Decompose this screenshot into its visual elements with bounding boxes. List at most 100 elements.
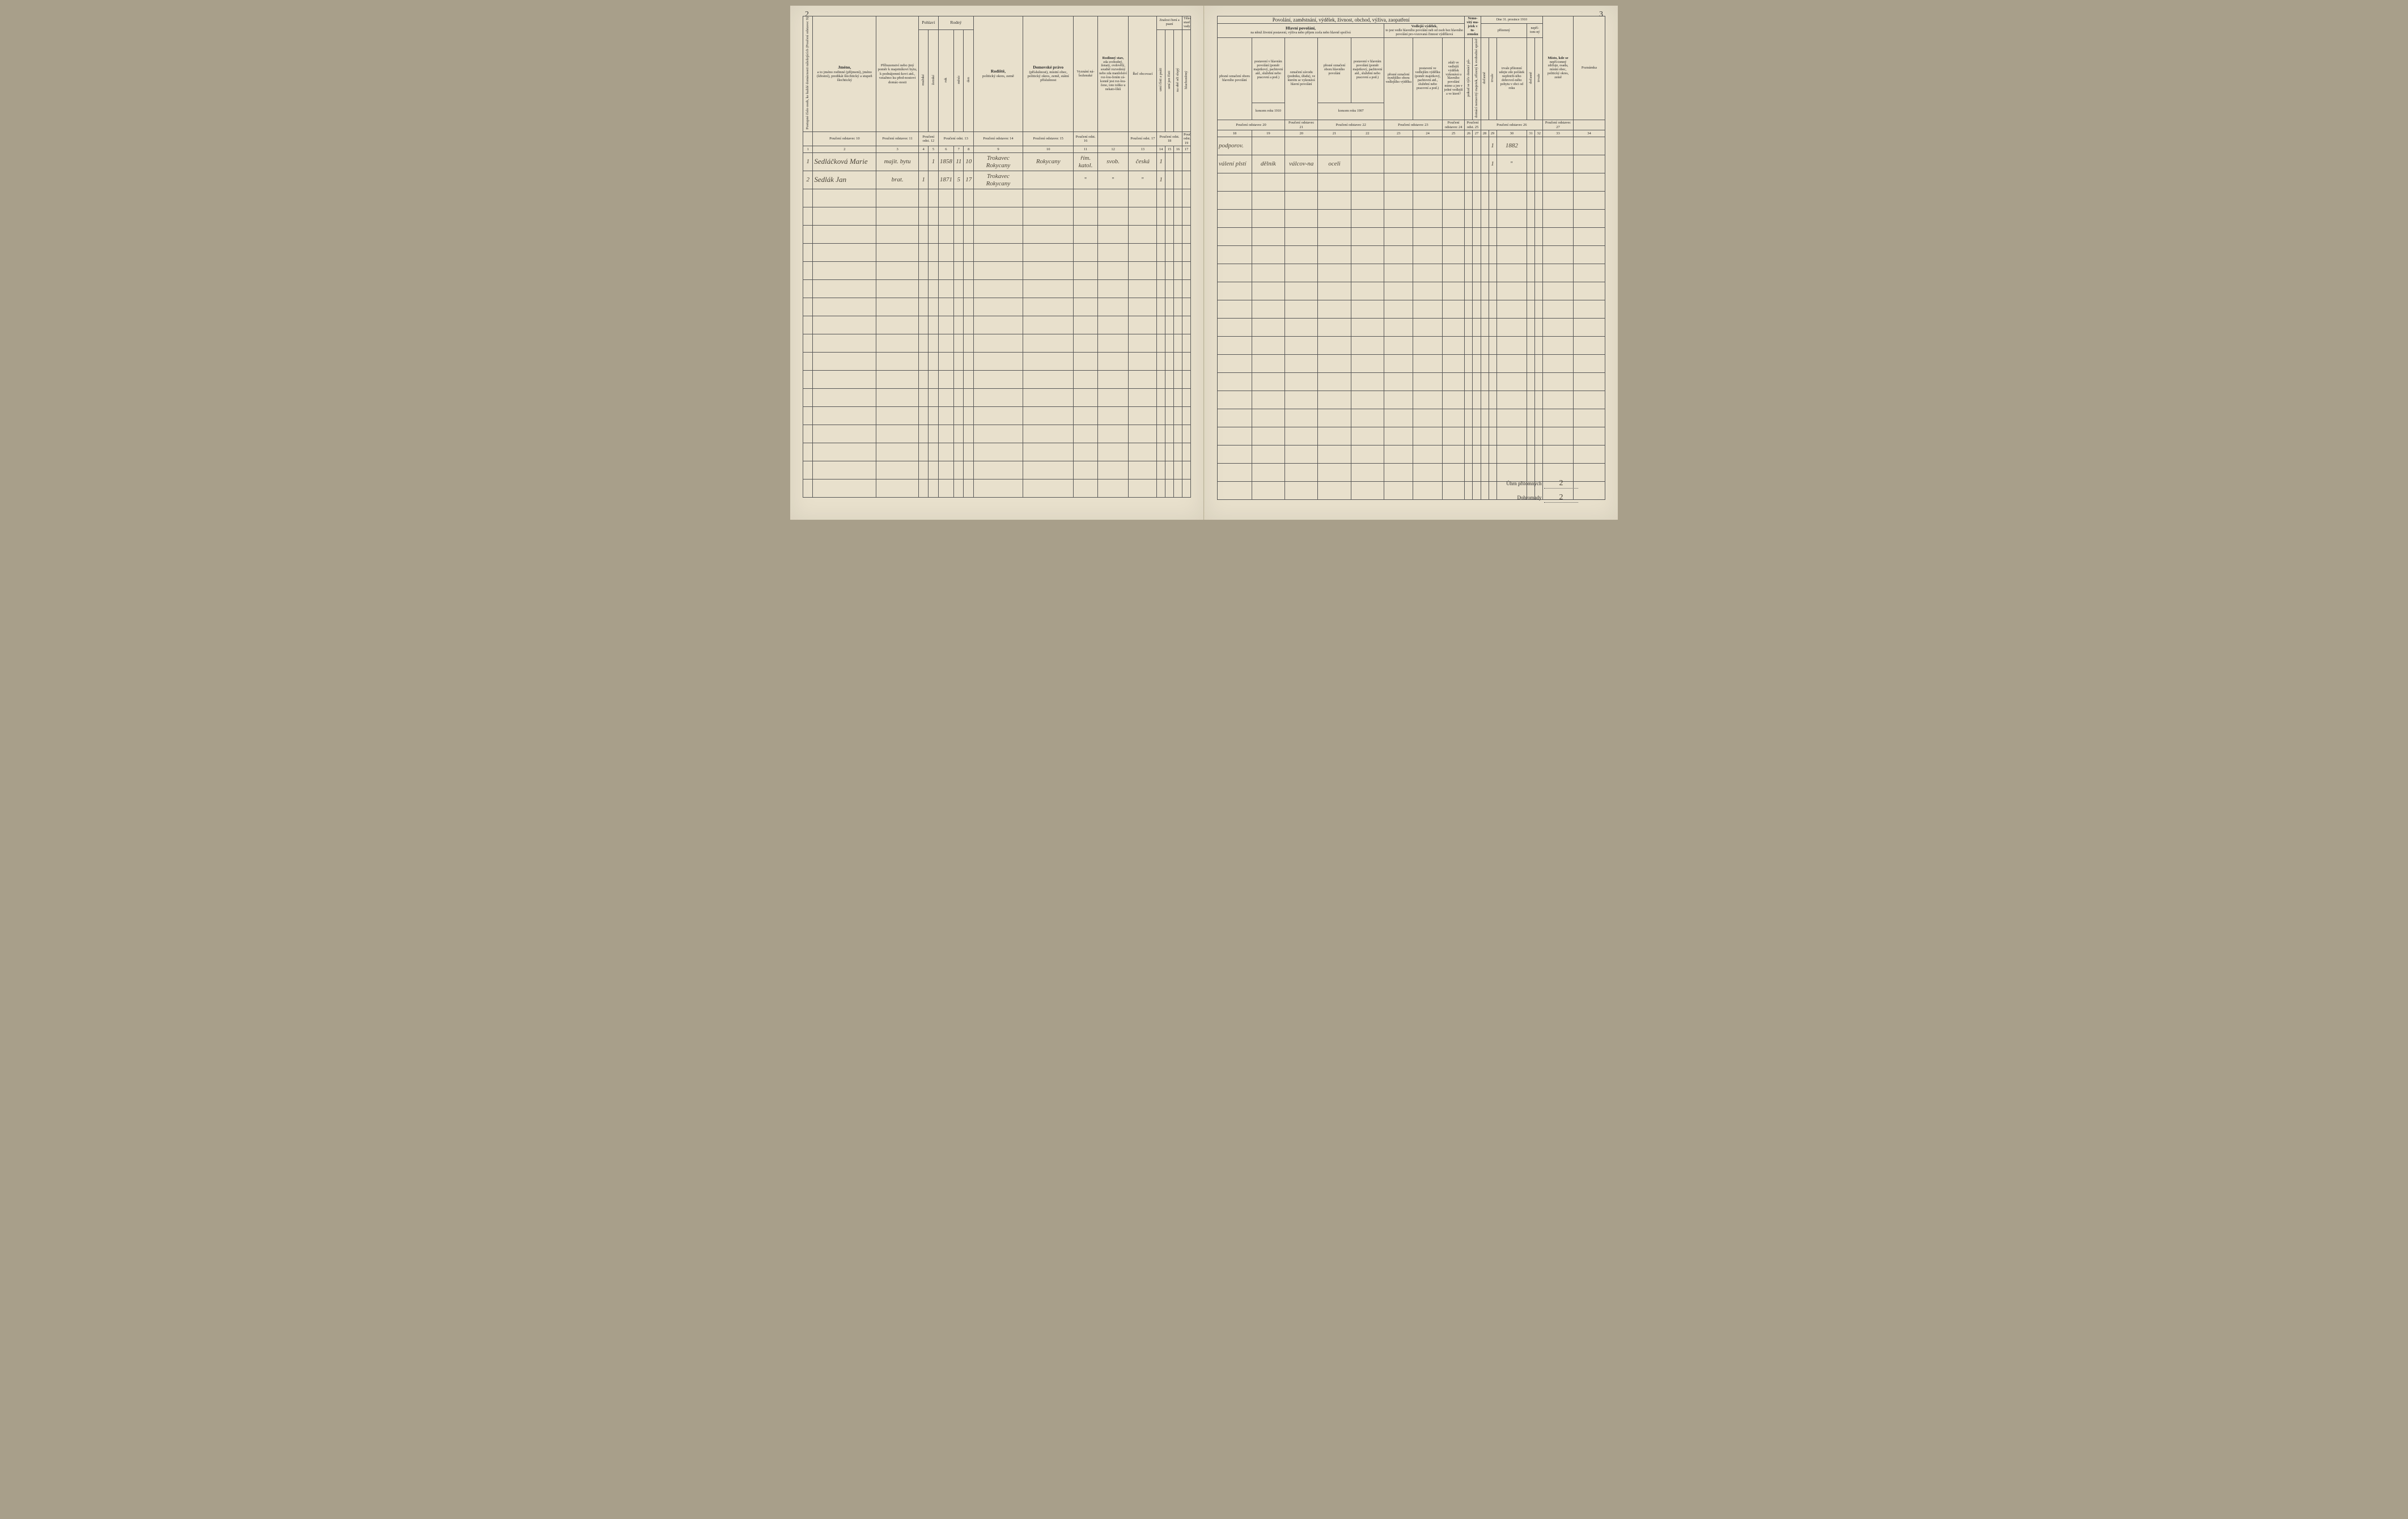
pouc15: Poučení odstavec 15 bbox=[1023, 131, 1074, 146]
c: oceli bbox=[1318, 155, 1351, 173]
h-hlavni: Hlavní povolání, bbox=[1219, 26, 1383, 31]
h-rel: Příbuzenství nebo jiný poměr k majetníko… bbox=[876, 16, 919, 132]
c bbox=[1351, 155, 1384, 173]
h-title: Povolání, zaměstnání, výdělek, živnost, … bbox=[1218, 16, 1465, 24]
pouc13: Poučení odst. 13 bbox=[938, 131, 973, 146]
h22: postavení v hlavním povolání (poměr maje… bbox=[1351, 37, 1384, 103]
c: majit. bytu bbox=[876, 153, 919, 171]
h-pohlavi: Pohlaví bbox=[918, 16, 938, 30]
c: brat. bbox=[876, 171, 919, 189]
page-right: 3 Povolání, zaměstnání, výdělek, živnost… bbox=[1204, 6, 1618, 520]
pouc19: Poučení odst. 19 bbox=[1182, 131, 1190, 146]
h23: přesné označení nynějšího oboru vedlejší… bbox=[1384, 37, 1413, 120]
uhrn-label: Úhrn přítomných bbox=[1506, 481, 1541, 486]
h-misto-sub: nepří-tomný zdržuje, osada, místní obec,… bbox=[1544, 61, 1572, 80]
c: 1 bbox=[1489, 137, 1496, 155]
h-muzske: mužské bbox=[921, 74, 925, 86]
dohromady-val: 2 bbox=[1544, 493, 1578, 503]
h-poznamka: Poznámka bbox=[1573, 16, 1605, 120]
h-rec: Řeč obcovací bbox=[1129, 16, 1157, 132]
pouc24: Poučení odstavec 24 bbox=[1442, 120, 1465, 130]
c: 17 bbox=[964, 171, 973, 189]
c: 5 bbox=[954, 171, 964, 189]
h-misto: Místo, kde se bbox=[1544, 56, 1572, 60]
h-1907: koncem roku 1907 bbox=[1318, 103, 1384, 120]
h19: postavení v hlavním povolání (poměr maje… bbox=[1252, 37, 1284, 103]
pouc23: Poučení odstavec 23 bbox=[1384, 120, 1443, 130]
pouc27: Poučení odstavec 27 bbox=[1543, 120, 1574, 130]
h-vedlejsi: Vedlejší výdělek, bbox=[1385, 24, 1463, 28]
pouc21: Poučení odstavec 21 bbox=[1285, 120, 1318, 130]
c: 1 bbox=[929, 153, 938, 171]
h-pr1: dočasně bbox=[1482, 72, 1486, 84]
h-nemov2: domácí nemovitý majetek, zřízený k svobo… bbox=[1474, 39, 1478, 118]
table-row: 1 Sedláčková Marie majit. bytu 1 1858 11… bbox=[803, 153, 1191, 171]
c: řím. katol. bbox=[1074, 153, 1097, 171]
c: " bbox=[1097, 171, 1129, 189]
spread: 2 Postupné číslo osob, ke každé domácnos… bbox=[790, 6, 1618, 520]
h-vedlejsi-sub: to jest vedle hlavního povolání neb od o… bbox=[1385, 29, 1463, 37]
h18: přesné označení oboru hlavního povolání bbox=[1218, 37, 1252, 120]
table-row: válení plstí dělník válcov-na oceli 1 " bbox=[1218, 155, 1605, 173]
table-row: podporov. 1 1882 bbox=[1218, 137, 1605, 155]
c: 1 bbox=[803, 153, 813, 171]
c: 10 bbox=[964, 153, 973, 171]
h21: přesné označení oboru hlavního povolání bbox=[1318, 37, 1351, 103]
pouc26: Poučení odstavec 26 bbox=[1481, 120, 1543, 130]
c: 1858 bbox=[938, 153, 953, 171]
c: 1882 bbox=[1496, 137, 1527, 155]
pouc17: Poučení odst. 17 bbox=[1129, 131, 1157, 146]
h-stav-sub: zda svobodný, ženatý, ovdovělý, soudně r… bbox=[1099, 61, 1127, 92]
pouc11: Poučení odstavec 11 bbox=[876, 131, 919, 146]
h-domov-sub: (příslušnost), místní obec, politický ok… bbox=[1024, 70, 1072, 83]
h-stav: Rodinný stav, bbox=[1099, 56, 1127, 60]
h-pritomny: přítomný bbox=[1481, 24, 1527, 37]
h-vyznani: Vyznání ná-boženské bbox=[1074, 16, 1097, 132]
uhrn-val: 2 bbox=[1544, 479, 1578, 489]
h-rodny: Rodný bbox=[938, 16, 973, 30]
c bbox=[1351, 137, 1384, 155]
totals-block: Úhrn přítomných 2 Dohromady 2 bbox=[1506, 474, 1578, 503]
page-number-right: 3 bbox=[1599, 10, 1603, 19]
c: " bbox=[1129, 171, 1157, 189]
census-table-right: Povolání, zaměstnání, výdělek, živnost, … bbox=[1217, 16, 1605, 500]
pouc22: Poučení odstavec 22 bbox=[1318, 120, 1384, 130]
c: 11 bbox=[954, 153, 964, 171]
left-body: 1 Sedláčková Marie majit. bytu 1 1858 11… bbox=[803, 153, 1191, 498]
c bbox=[1285, 137, 1318, 155]
pouc14: Poučení odstavec 14 bbox=[973, 131, 1023, 146]
c: " bbox=[1074, 171, 1097, 189]
c: podporov. bbox=[1218, 137, 1252, 155]
h25: zdali ve vedlejší výdělek vykonává u hla… bbox=[1442, 37, 1465, 120]
c bbox=[918, 153, 928, 171]
pouc25: Poučení odst. 25 bbox=[1465, 120, 1481, 130]
h-col1: Postupné číslo osob, ke každé domácnosti… bbox=[806, 17, 809, 129]
h-name-body: a to jméno rodinné (příjmení), jméno (kř… bbox=[814, 70, 875, 83]
c: Sedlák Jan bbox=[813, 171, 876, 189]
h-name-title: Jméno, bbox=[814, 65, 875, 70]
h-rok: rok bbox=[944, 78, 948, 83]
census-table-left: Postupné číslo osob, ke každé domácnosti… bbox=[803, 16, 1191, 498]
c: 1 bbox=[918, 171, 928, 189]
table-row: 2 Sedlák Jan brat. 1 1871 5 17 Trokavec … bbox=[803, 171, 1191, 189]
c: 1 bbox=[1157, 153, 1165, 171]
c: válení plstí bbox=[1218, 155, 1252, 173]
h20: označení závodu (podniku, úřadu), ve kte… bbox=[1285, 37, 1318, 120]
c: " bbox=[1496, 155, 1527, 173]
h-rodiste-sub: politický okres, země bbox=[975, 74, 1021, 78]
h-zenske: ženské bbox=[931, 75, 935, 85]
c: 1 bbox=[1157, 171, 1165, 189]
c: Rokycany bbox=[1023, 153, 1074, 171]
h-mesic: měsíc bbox=[957, 75, 961, 84]
h-1910: koncem roku 1910 bbox=[1252, 103, 1284, 120]
c bbox=[1318, 137, 1351, 155]
h-nepri: nepří-tom-ný bbox=[1527, 24, 1543, 37]
c: 1 bbox=[1489, 155, 1496, 173]
h-znalost: Znalost čtení a psaní bbox=[1157, 16, 1182, 30]
h-pr2: trvale bbox=[1490, 74, 1494, 82]
h-telesne: Tělesné snad vady bbox=[1182, 16, 1190, 30]
pouc20: Poučení odstavec 20 bbox=[1218, 120, 1285, 130]
c: Trokavec Rokycany bbox=[973, 171, 1023, 189]
h-np1: dočasně bbox=[1529, 72, 1533, 84]
c bbox=[929, 171, 938, 189]
